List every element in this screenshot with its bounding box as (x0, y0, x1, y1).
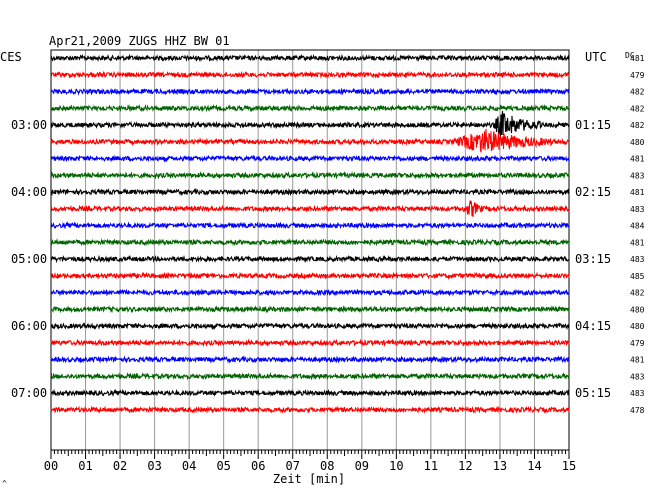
dc-value-label: 478 (630, 406, 645, 415)
time-axis: 00 01 02 03 04 05 06 07 08 09 10 11 12 13 14 15 (44, 450, 576, 473)
x-tick-label: 06 (251, 459, 265, 473)
seismic-trace (50, 200, 570, 217)
x-tick-label: 10 (389, 459, 403, 473)
x-tick-label: 03 (147, 459, 161, 473)
dc-value-label: 481 (630, 54, 645, 63)
x-tick-label: 12 (458, 459, 472, 473)
x-tick-label: 04 (182, 459, 196, 473)
seismic-trace (50, 110, 570, 137)
seismic-trace (50, 271, 570, 281)
dc-value-label: 481 (630, 356, 645, 365)
left-time-label: 06:00 (11, 319, 47, 333)
dc-value-label: 482 (630, 104, 645, 113)
seismic-trace (50, 388, 570, 398)
dc-value-label: 483 (630, 255, 645, 264)
seismic-trace (50, 371, 570, 381)
seismic-traces (50, 53, 570, 414)
seismic-trace (50, 288, 570, 297)
seismic-trace (50, 170, 570, 180)
dc-value-label: 481 (630, 155, 645, 164)
dc-column-label: DC (625, 51, 635, 60)
seismic-trace (50, 405, 570, 414)
dc-value-label: 482 (630, 121, 645, 130)
x-tick-label: 00 (44, 459, 58, 473)
left-time-label: 07:00 (11, 386, 47, 400)
seismic-trace (50, 338, 570, 348)
corner-mark: ^ (2, 479, 7, 488)
seismic-trace (50, 70, 570, 79)
seismic-trace (50, 103, 570, 113)
seismic-trace (50, 305, 570, 314)
seismic-trace (50, 53, 570, 63)
seismic-trace (50, 322, 570, 331)
dc-value-label: 483 (630, 372, 645, 381)
dc-value-label: 484 (630, 222, 645, 231)
seismic-trace (50, 238, 570, 247)
seismic-trace (50, 154, 570, 163)
right-time-label: 05:15 (575, 386, 611, 400)
x-tick-label: 15 (562, 459, 576, 473)
dc-value-label: 481 (630, 238, 645, 247)
right-time-label: 03:15 (575, 252, 611, 266)
dc-value-label: 480 (630, 322, 645, 331)
dc-value-label: 482 (630, 289, 645, 298)
dc-value-label: 479 (630, 71, 645, 80)
dc-value-label: 483 (630, 171, 645, 180)
x-tick-label: 11 (424, 459, 438, 473)
seismic-trace (50, 128, 570, 153)
dc-value-label: 480 (630, 138, 645, 147)
x-tick-label: 07 (286, 459, 300, 473)
x-tick-label: 08 (320, 459, 334, 473)
dc-value-label: 485 (630, 272, 645, 281)
chart-title: Apr21,2009 ZUGS HHZ BW 01 (49, 34, 230, 48)
x-axis-label: Zeit [min] (273, 472, 345, 486)
seismic-trace (50, 355, 570, 364)
seismic-trace (50, 87, 570, 96)
left-time-label: 04:00 (11, 185, 47, 199)
dc-value-label: 483 (630, 205, 645, 214)
dc-value-label: 483 (630, 389, 645, 398)
seismic-trace (50, 221, 570, 230)
seismic-trace (50, 254, 570, 264)
x-tick-label: 01 (78, 459, 92, 473)
left-timezone-label: CES (0, 50, 22, 64)
dc-value-label: 481 (630, 188, 645, 197)
seismic-trace (50, 187, 570, 197)
dc-value-label: 479 (630, 339, 645, 348)
time-labels: 03:00 04:00 05:00 06:00 07:00 01:15 02:15 03:15… (11, 54, 645, 415)
left-time-label: 03:00 (11, 118, 47, 132)
right-time-label: 04:15 (575, 319, 611, 333)
right-time-label: 02:15 (575, 185, 611, 199)
x-tick-label: 09 (355, 459, 369, 473)
left-time-label: 05:00 (11, 252, 47, 266)
x-tick-label: 14 (527, 459, 541, 473)
right-time-label: 01:15 (575, 118, 611, 132)
dc-value-label: 482 (630, 88, 645, 97)
dc-value-label: 480 (630, 305, 645, 314)
x-tick-label: 02 (113, 459, 127, 473)
right-timezone-label: UTC (585, 50, 607, 64)
x-tick-label: 05 (216, 459, 230, 473)
x-tick-label: 13 (493, 459, 507, 473)
